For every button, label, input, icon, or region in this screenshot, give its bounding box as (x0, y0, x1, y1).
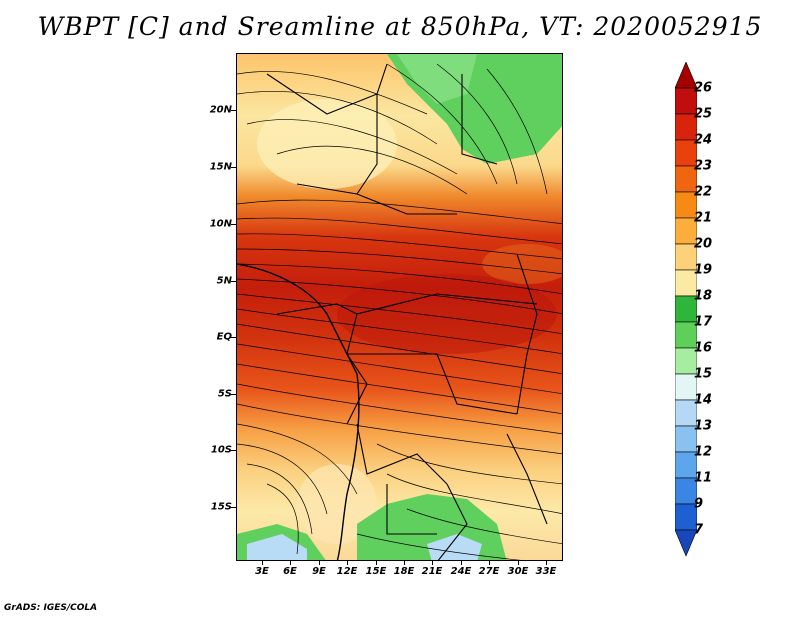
warm-patch-east (482, 244, 562, 284)
cool-patch-sahara (257, 99, 397, 189)
lat-label: 20N (209, 104, 232, 116)
chart-title: WBPT [C] and Sreamline at 850hPa, VT: 20… (37, 12, 763, 41)
colorbar-label: 20 (694, 236, 713, 252)
blue-region-south (427, 534, 482, 560)
lon-tick (290, 561, 291, 565)
lon-label: 6E (283, 566, 297, 577)
lon-tick (404, 561, 405, 565)
lon-label: 27E (478, 566, 500, 577)
lat-tick (231, 167, 236, 168)
lon-label: 3E (255, 566, 269, 577)
lat-tick (231, 224, 236, 225)
lon-tick (262, 561, 263, 565)
streamlines (237, 63, 562, 560)
lon-tick (432, 561, 433, 565)
lat-label: 5S (217, 388, 232, 400)
lon-tick (546, 561, 547, 565)
colorbar-label: 15 (694, 366, 713, 382)
hot-core (337, 274, 557, 354)
lon-tick (489, 561, 490, 565)
lon-tick (319, 561, 320, 565)
lat-tick (231, 110, 236, 111)
lon-label: 24E (450, 566, 472, 577)
lon-label: 15E (365, 566, 387, 577)
coastline (237, 263, 360, 560)
colorbar-label: 13 (694, 418, 713, 434)
lon-tick (518, 561, 519, 565)
lat-tick (231, 507, 236, 508)
lat-label: EQ (216, 331, 232, 343)
colorbar-label: 14 (694, 392, 713, 408)
lat-tick (231, 281, 236, 282)
colorbar-label: 24 (694, 132, 713, 148)
lat-label: 15N (209, 161, 232, 173)
colorbar-label: 25 (694, 106, 713, 122)
lon-tick (376, 561, 377, 565)
colorbar-min-arrow (675, 529, 697, 557)
colorbar-label: 12 (694, 444, 713, 460)
lon-label: 33E (535, 566, 557, 577)
lon-tick (347, 561, 348, 565)
colorbar-label: 21 (694, 210, 713, 226)
lon-label: 12E (336, 566, 358, 577)
lon-label: 30E (507, 566, 529, 577)
colorbar-label: 18 (694, 288, 713, 304)
colorbar (675, 62, 697, 557)
lat-label: 15S (210, 501, 232, 513)
blue-region-sw (247, 534, 307, 560)
lat-label: 10S (210, 444, 232, 456)
lon-label: 9E (312, 566, 326, 577)
lat-tick (231, 394, 236, 395)
colorbar-label: 22 (694, 184, 713, 200)
lon-label: 21E (421, 566, 443, 577)
colorbar-label: 7 (694, 522, 704, 538)
lat-label: 10N (209, 218, 232, 230)
colorbar-label: 23 (694, 158, 713, 174)
wbpt-streamline-map (237, 54, 562, 560)
colorbar-label: 26 (694, 80, 713, 96)
lat-tick (231, 450, 236, 451)
lat-label: 5N (216, 275, 232, 287)
lightgreen-region-ne (397, 54, 477, 104)
colorbar-label: 9 (694, 496, 704, 512)
lon-tick (461, 561, 462, 565)
colorbar-label: 16 (694, 340, 713, 356)
lat-tick (231, 337, 236, 338)
map-panel (236, 53, 563, 561)
colorbar-label: 17 (694, 314, 713, 330)
colorbar-label: 11 (694, 470, 713, 486)
footer-credit: GrADS: IGES/COLA (4, 603, 98, 613)
lon-label: 18E (393, 566, 415, 577)
country-borders (266, 63, 548, 560)
colorbar-label: 19 (694, 262, 713, 278)
